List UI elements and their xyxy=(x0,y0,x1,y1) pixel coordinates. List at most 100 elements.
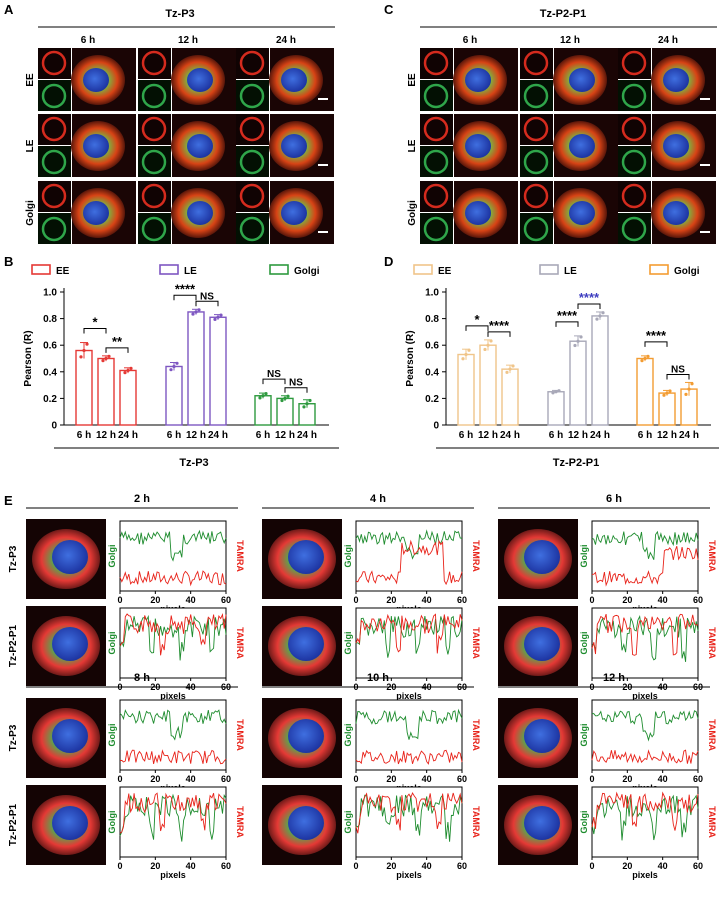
data-point xyxy=(101,359,105,363)
golgi-trace xyxy=(591,794,699,841)
x-tick-label: 0 xyxy=(589,774,594,784)
golgi-trace xyxy=(355,794,463,842)
cell-nucleus xyxy=(187,201,213,225)
cell-outline-green xyxy=(621,83,647,109)
panel-e-line-profiles: 2 h 0 20 40 60 pixels Golgi TAMRA Tz-P3 0 20 40 60 pi… xyxy=(8,493,717,880)
sig-bracket xyxy=(465,325,489,331)
time-label: 6 h xyxy=(606,493,622,505)
y-tick-label: 0.4 xyxy=(425,367,439,378)
cell-outline-green xyxy=(141,149,167,175)
bar xyxy=(547,391,565,426)
time-label: 12 h xyxy=(603,672,625,684)
panel-a-time-12h: 12 h xyxy=(178,35,198,46)
panel-c-time-12h: 12 h xyxy=(560,35,580,46)
row-label: Tz-P3 xyxy=(8,724,19,751)
profile-plot-frame xyxy=(355,520,463,592)
y-tick-label: 0.4 xyxy=(43,367,57,378)
tamra-axis-label: TAMRA xyxy=(235,719,245,751)
cell-nucleus xyxy=(52,627,88,661)
y-tick-label: 0.2 xyxy=(425,394,439,405)
data-point xyxy=(687,387,691,391)
cell-outline-green xyxy=(423,83,449,109)
sig-label: NS xyxy=(200,291,214,302)
tamra-trace xyxy=(591,791,699,831)
row-label: Tz-P3 xyxy=(8,545,19,572)
bar xyxy=(119,369,137,426)
cell-outline-red xyxy=(41,183,67,209)
x-tick-label: 40 xyxy=(658,774,668,784)
profile-plot-frame xyxy=(355,699,463,771)
data-point xyxy=(646,354,650,358)
profile-plot-frame xyxy=(119,786,227,858)
time-label: 8 h xyxy=(134,672,150,684)
sig-label: NS xyxy=(671,364,685,375)
cell-nucleus xyxy=(83,201,109,225)
cell-nucleus xyxy=(83,134,109,158)
x-tick-label: 20 xyxy=(622,861,632,871)
sig-label: **** xyxy=(557,308,578,323)
golgi-trace xyxy=(355,529,463,560)
cell-outline-green xyxy=(239,83,265,109)
golgi-axis-label: Golgi xyxy=(107,811,117,834)
bar xyxy=(75,349,93,426)
data-point xyxy=(197,308,201,312)
x-tick-label: 24 h xyxy=(297,430,317,441)
cell-nucleus xyxy=(524,806,560,840)
sig-bracket xyxy=(284,387,308,393)
panel-letter-d: D xyxy=(384,254,393,269)
x-tick-label: 40 xyxy=(422,774,432,784)
data-point xyxy=(486,343,490,347)
bar xyxy=(97,357,115,426)
x-tick-label: 0 xyxy=(117,595,122,605)
x-tick-label: 20 xyxy=(386,774,396,784)
cell-outline-green xyxy=(141,216,167,242)
tamra-trace xyxy=(355,791,463,834)
panel-c-row-le: LE xyxy=(407,139,418,152)
cell-nucleus xyxy=(281,134,307,158)
legend-label: EE xyxy=(438,266,452,277)
y-axis-label: Pearson (R) xyxy=(405,330,416,386)
tamra-trace xyxy=(591,613,698,656)
panel-a-row-golgi: Golgi xyxy=(25,200,36,226)
cell-outline-red xyxy=(621,183,647,209)
x-tick-label: 6 h xyxy=(256,430,270,441)
sig-label: * xyxy=(474,312,480,327)
bar xyxy=(165,365,183,426)
data-point xyxy=(123,370,127,375)
legend-label: Golgi xyxy=(674,266,700,277)
x-tick-label: 12 h xyxy=(275,430,295,441)
legend-swatch xyxy=(269,264,289,275)
data-point xyxy=(579,335,583,339)
bar xyxy=(569,340,587,426)
x-tick-label: 40 xyxy=(658,861,668,871)
data-point xyxy=(129,366,133,370)
legend-swatch xyxy=(31,264,51,275)
data-point xyxy=(302,405,306,409)
cell-nucleus xyxy=(52,719,88,753)
x-tick-label: 0 xyxy=(353,861,358,871)
tamra-axis-label: TAMRA xyxy=(471,627,481,659)
cell-nucleus xyxy=(663,134,689,158)
x-tick-label: 60 xyxy=(221,861,231,871)
x-tick-label: 24 h xyxy=(208,430,228,441)
x-axis-label: pixels xyxy=(396,870,422,880)
bar xyxy=(187,311,205,426)
x-tick-label: 20 xyxy=(386,861,396,871)
data-point xyxy=(219,313,223,317)
legend-label: Golgi xyxy=(294,266,320,277)
panel-c-time-24h: 24 h xyxy=(658,35,678,46)
x-axis-label: pixels xyxy=(160,870,186,880)
x-tick-label: 0 xyxy=(353,774,358,784)
golgi-axis-label: Golgi xyxy=(579,724,589,747)
bar xyxy=(254,395,272,426)
cell-outline-red xyxy=(423,183,449,209)
data-point xyxy=(483,347,487,352)
sig-label: * xyxy=(92,315,98,330)
sig-label: ** xyxy=(112,334,123,349)
time-label: 10 h xyxy=(367,672,389,684)
panel-letter-c: C xyxy=(384,2,394,17)
cell-nucleus xyxy=(569,68,595,92)
tamra-trace xyxy=(591,546,699,587)
sig-label: NS xyxy=(289,378,303,389)
tamra-trace xyxy=(119,749,227,765)
